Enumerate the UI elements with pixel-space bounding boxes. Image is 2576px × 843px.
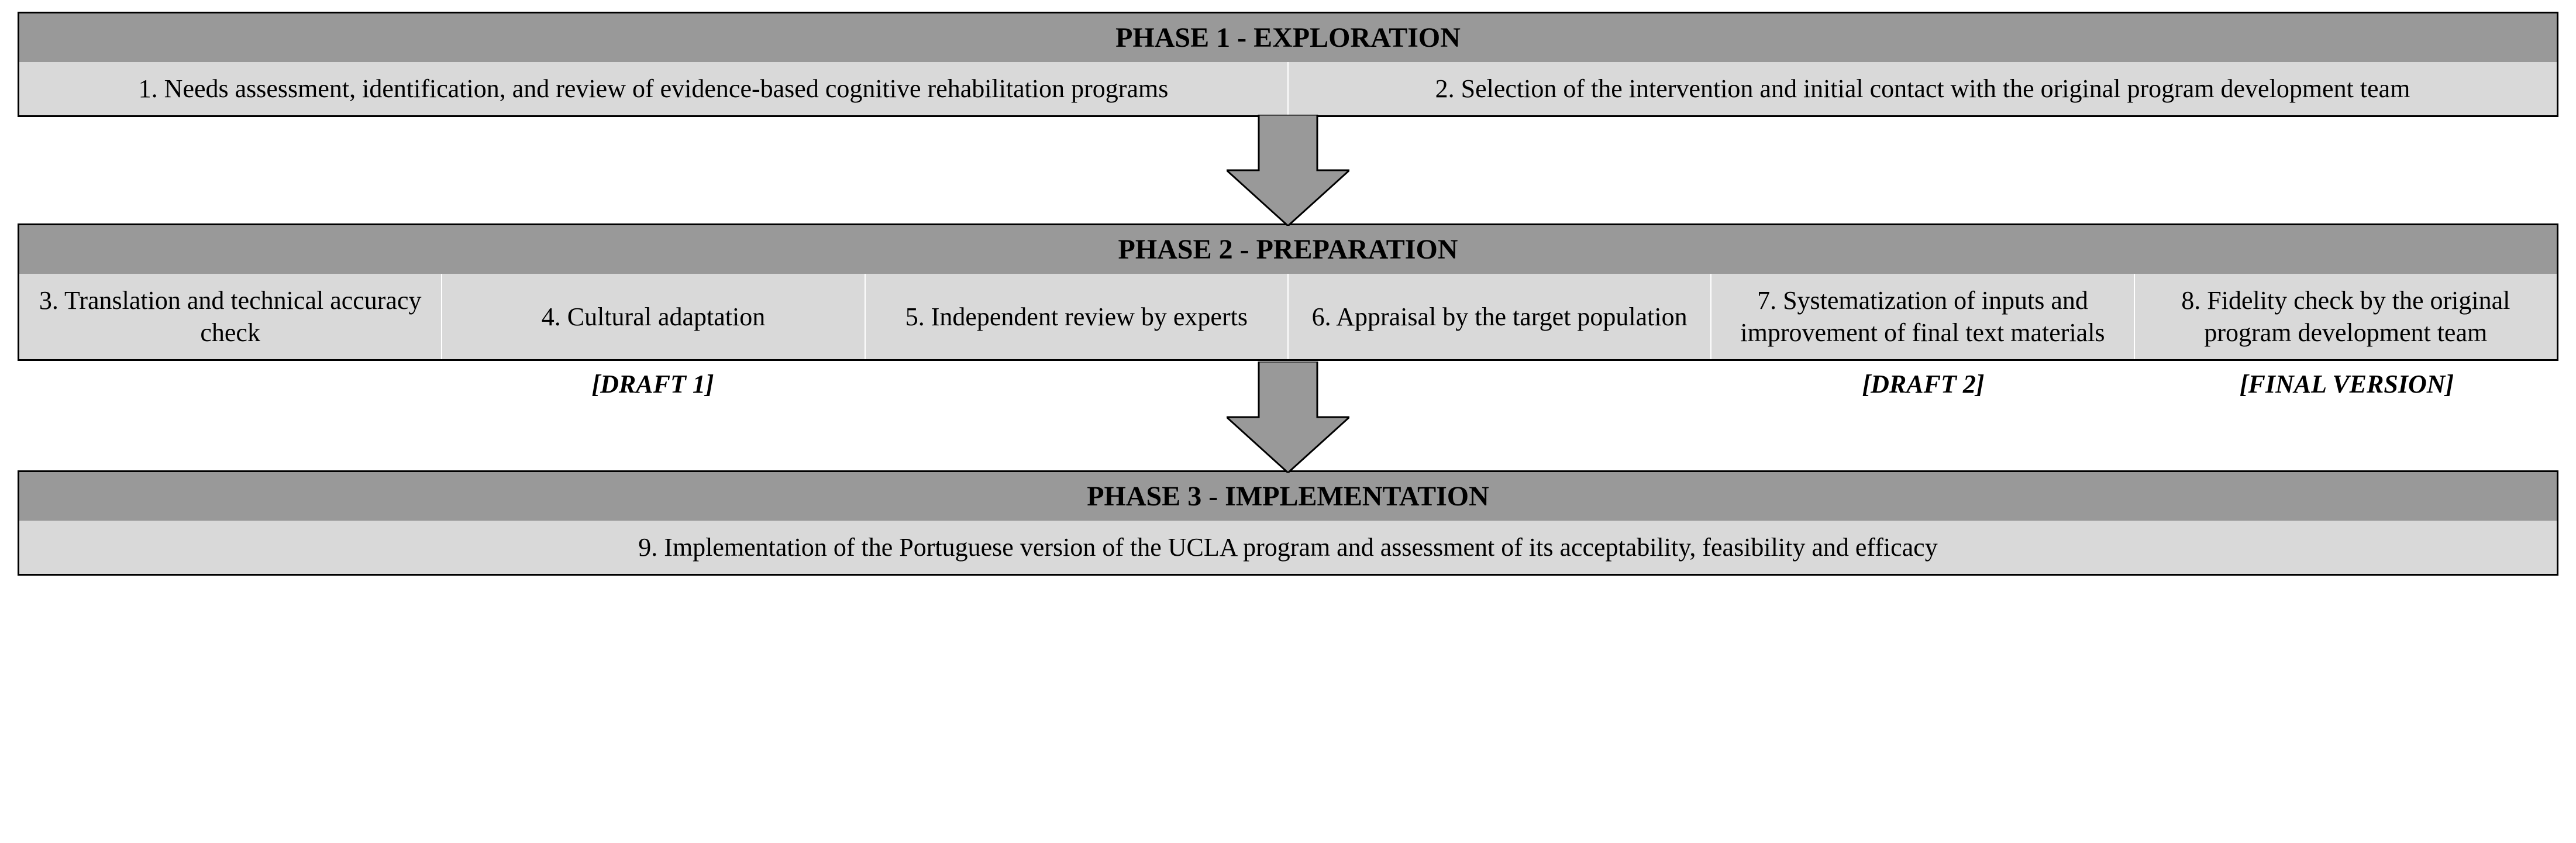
phase3-step-9: 9. Implementation of the Portuguese vers… [19, 521, 2557, 574]
down-arrow-icon [1227, 362, 1349, 473]
phase2-step-5: 5. Independent review by experts [866, 274, 1289, 359]
phase1-step-2: 2. Selection of the intervention and ini… [1289, 62, 2557, 115]
phase1-block: PHASE 1 - EXPLORATION 1. Needs assessmen… [18, 12, 2558, 117]
phase2-title: PHASE 2 - PREPARATION [19, 225, 2557, 274]
phase2-step-6: 6. Appraisal by the target population [1289, 274, 1711, 359]
phase1-step-1: 1. Needs assessment, identification, and… [19, 62, 1289, 115]
draft-cell-3 [865, 366, 1288, 402]
draft-cell-6: [FINAL VERSION] [2135, 366, 2558, 402]
phase3-block: PHASE 3 - IMPLEMENTATION 9. Implementati… [18, 470, 2558, 576]
phase2-step-8: 8. Fidelity check by the original progra… [2135, 274, 2557, 359]
phase1-title: PHASE 1 - EXPLORATION [19, 13, 2557, 62]
phase2-step-4: 4. Cultural adaptation [442, 274, 865, 359]
phase3-steps-row: 9. Implementation of the Portuguese vers… [19, 521, 2557, 574]
down-arrow-icon [1227, 115, 1349, 226]
phase2-block: PHASE 2 - PREPARATION 3. Translation and… [18, 223, 2558, 361]
arrow-1 [18, 115, 2558, 226]
phase3-title: PHASE 3 - IMPLEMENTATION [19, 472, 2557, 521]
draft-cell-1 [18, 366, 441, 402]
draft-cell-5: [DRAFT 2] [1711, 366, 2135, 402]
phase1-steps-row: 1. Needs assessment, identification, and… [19, 62, 2557, 115]
phase2-step-3: 3. Translation and technical accuracy ch… [19, 274, 442, 359]
draft-cell-4 [1288, 366, 1711, 402]
draft-cell-2: [DRAFT 1] [441, 366, 865, 402]
phase2-step-7: 7. Systematization of inputs and improve… [1711, 274, 2134, 359]
phase2-steps-row: 3. Translation and technical accuracy ch… [19, 274, 2557, 359]
